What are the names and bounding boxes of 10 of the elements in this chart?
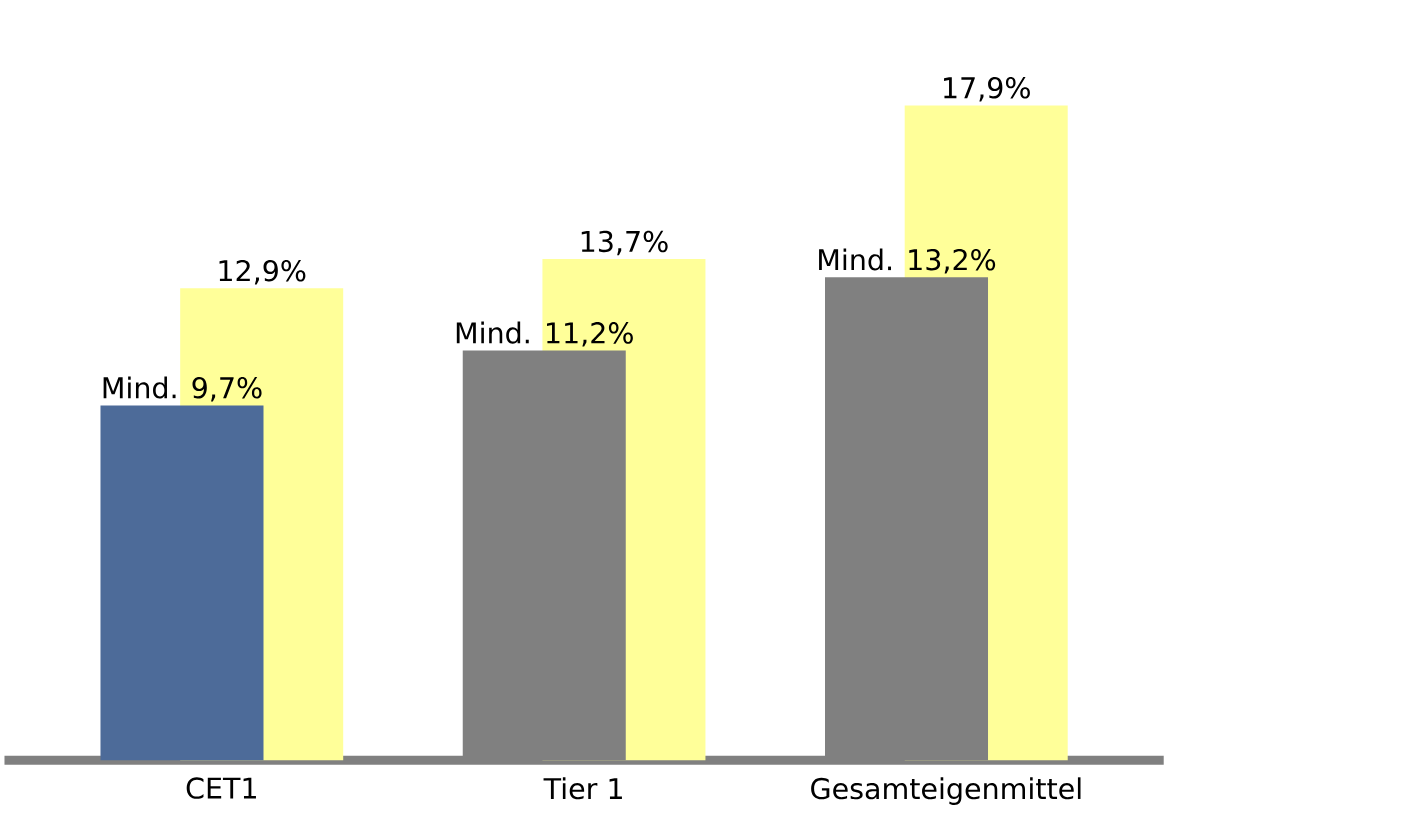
x-tick-label: Tier 1: [543, 777, 622, 800]
data-label: Mind. 13,2%: [819, 248, 996, 274]
bar: [100, 405, 264, 761]
data-label: Mind. 9,7%: [103, 376, 262, 402]
data-label: 17,9%: [944, 76, 1030, 102]
data-label: Mind. 11,2%: [456, 321, 633, 347]
data-label: 12,9%: [219, 259, 306, 285]
x-tick-label: CET1: [186, 777, 256, 799]
x-tick-label: Gesamteigenmittel: [811, 777, 1081, 805]
data-label: 13,7%: [581, 230, 668, 255]
